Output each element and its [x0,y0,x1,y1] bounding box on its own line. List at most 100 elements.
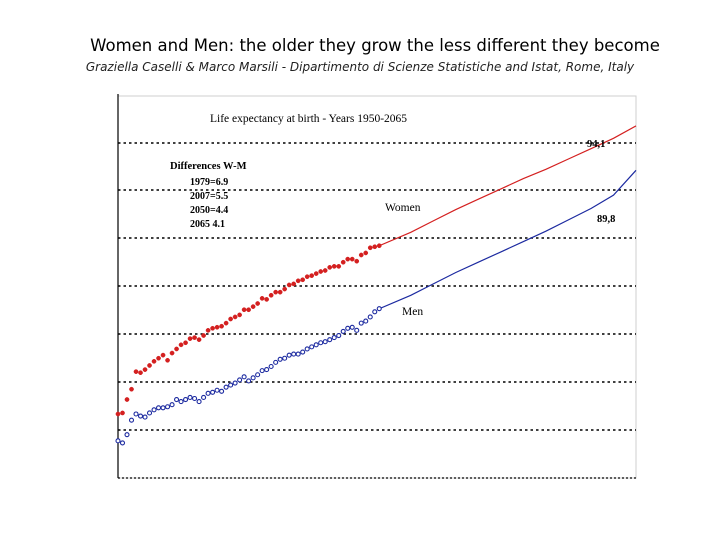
women-end-value-label: 94,1 [587,139,605,150]
women-data-point [313,271,319,276]
men-data-point [336,332,342,339]
men-data-point [372,309,378,315]
women-data-point [336,264,342,269]
men-data-point [291,351,297,357]
men-data-point [286,352,292,358]
men-data-point [241,374,247,380]
men-data-point [228,382,234,388]
women-data-point [192,335,197,340]
women-data-point [286,282,292,288]
men-data-point [363,318,369,324]
women-data-point [318,269,324,274]
women-data-point [273,289,279,295]
women-data-point [129,386,134,392]
men-data-point [246,378,252,384]
women-data-point [363,250,369,256]
women-data-point [291,281,297,287]
women-data-point [295,278,301,284]
women-data-point [219,323,224,329]
women-series [115,125,637,417]
men-data-point [169,402,175,408]
men-data-point [277,356,283,362]
women-data-point [340,259,346,265]
women-data-point [228,316,233,322]
women-data-point [223,320,229,326]
men-data-point [259,368,265,374]
women-data-point [142,367,148,372]
men-data-point [255,372,261,378]
slide-title: Women and Men: the older they grow the l… [90,36,660,55]
women-data-point [268,292,274,298]
women-data-point [178,342,184,348]
men-data-point [273,359,279,365]
women-data-point [264,297,269,302]
men-data-point [376,306,382,312]
men-data-point [210,389,216,395]
men-data-point [367,314,373,320]
women-data-point [151,358,157,364]
men-data-point [205,390,211,396]
men-data-point [300,349,306,355]
men-data-point [354,327,360,333]
men-data-point [313,342,319,348]
men-data-point [151,407,157,413]
women-data-point [241,307,247,313]
women-data-point [349,256,355,262]
men-data-point [232,380,238,386]
difference-line: 2050=4.4 [190,205,228,216]
differences-heading: Differences W-M [170,161,247,172]
women-data-point [187,336,193,341]
women-data-point [210,325,215,331]
women-data-point [214,324,220,330]
men-data-point [196,399,202,405]
men-end-value-label: 89,8 [597,214,615,225]
difference-line: 1979=6.9 [190,177,228,188]
difference-line: 2065 4.1 [190,219,225,230]
women-data-point [147,363,152,368]
women-data-point [156,355,161,361]
women-data-point [124,397,130,402]
men-data-point [264,367,270,373]
women-data-point [372,244,378,250]
women-data-point [138,370,143,376]
women-data-point [160,352,166,358]
men-series-label: Men [402,306,423,318]
women-data-point [250,304,256,309]
women-data-point [300,277,306,283]
men-data-point [133,411,139,417]
women-data-point [376,243,382,249]
women-projection-line [379,125,637,247]
women-data-point [367,245,373,251]
men-data-point [223,384,229,390]
men-data-point [164,404,171,410]
women-data-point [196,337,202,343]
men-data-point [282,355,288,361]
men-data-point [340,328,346,334]
men-data-point [128,417,135,423]
men-data-point [160,405,166,411]
men-data-point [178,399,184,405]
women-data-point [120,410,125,416]
men-data-point [322,339,328,345]
chart-title: Life expectancy at birth - Years 1950-20… [210,113,407,125]
women-data-point [358,252,364,258]
men-data-point [345,325,351,331]
women-data-point [354,258,360,264]
women-data-point [201,333,206,338]
men-data-point [137,413,144,419]
women-data-point [345,256,351,262]
men-data-point [304,346,310,352]
men-data-point [187,394,193,401]
men-projection-line [379,169,637,310]
women-series-label: Women [385,202,421,214]
slide-subtitle: Graziella Caselli & Marco Marsili - Dipa… [85,60,635,74]
women-data-point [327,265,333,270]
men-data-point [142,414,148,420]
women-data-point [255,301,260,306]
men-data-point [331,335,337,341]
women-data-point [309,273,315,278]
men-data-point [309,344,315,350]
men-data-point [124,432,130,438]
women-data-point [133,369,139,375]
